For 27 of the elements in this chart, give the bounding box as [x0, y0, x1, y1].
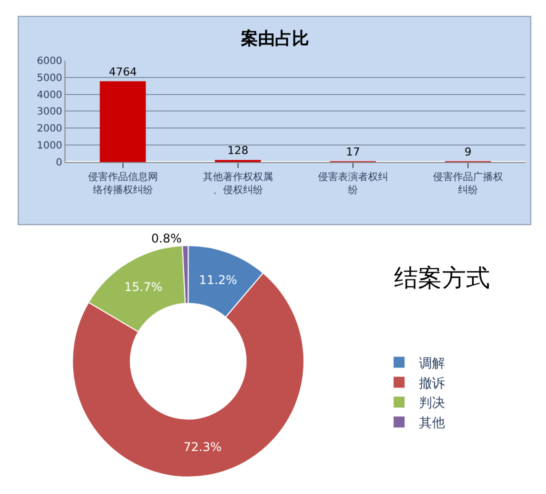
y-tick-label: 4000	[36, 90, 62, 101]
data-label: 72.3%	[184, 440, 222, 454]
text: 结案方式	[394, 264, 490, 292]
data-label: 15.7%	[124, 280, 162, 294]
y-tick-label: 6000	[36, 56, 62, 67]
legend-label: 其他	[419, 416, 446, 432]
y-tick-label: 2000	[36, 124, 62, 135]
y-tick-label: 1000	[36, 140, 62, 152]
bar	[100, 81, 146, 162]
legend-label: 撤诉	[419, 376, 446, 392]
legend-label: 调解	[419, 356, 446, 372]
chart-title: 案由占比	[240, 28, 309, 49]
bar	[214, 160, 261, 162]
x-tick-label: 其他著作权权属、侵权纠纷	[202, 171, 273, 196]
x-tick-label: 侵害表演者权纠纷	[318, 171, 388, 196]
y-tick-label: 3000	[36, 106, 62, 118]
data-label: 17	[346, 145, 360, 158]
data-label: 4764	[108, 65, 137, 78]
y-tick-label: 5000	[36, 72, 62, 84]
data-label: 0.8%	[151, 232, 182, 246]
y-tick-label: 0	[56, 158, 62, 169]
legend-label: 判决	[419, 396, 446, 412]
x-tick-label: 侵害作品信息网络传播权纠纷	[88, 171, 158, 196]
data-label: 11.2%	[199, 272, 238, 287]
x-tick-label: 侵害作品广播权纠纷	[433, 171, 504, 196]
data-label: 9	[464, 145, 472, 158]
data-label: 128	[227, 144, 248, 157]
